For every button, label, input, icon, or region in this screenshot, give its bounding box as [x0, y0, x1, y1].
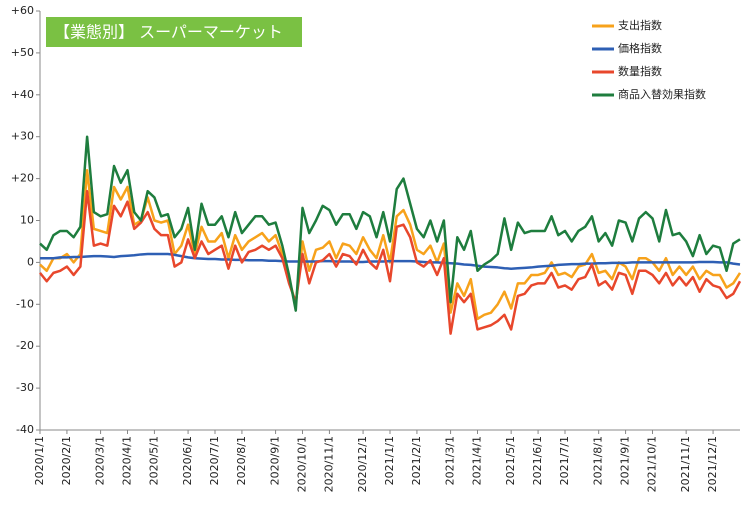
- legend-label: 数量指数: [618, 64, 662, 78]
- title-box: [46, 17, 302, 47]
- x-tick-label: 2021/7/1: [558, 436, 571, 485]
- legend-label: 商品入替効果指数: [618, 87, 706, 101]
- x-tick-label: 2021/1/1: [383, 436, 396, 485]
- x-tick-label: 2021/3/1: [444, 436, 457, 485]
- x-tick-label: 2020/7/1: [208, 436, 221, 485]
- y-tick-label: +50: [11, 46, 34, 59]
- y-tick-label: 10: [20, 214, 34, 227]
- x-tick-label: 2021/5/1: [504, 436, 517, 485]
- x-tick-label: 2020/2/1: [60, 436, 73, 485]
- x-tick-label: 2020/5/1: [147, 436, 160, 485]
- y-tick-label: +40: [11, 88, 34, 101]
- x-tick-label: 2021/10/1: [646, 436, 659, 492]
- x-tick-label: 2021/11/1: [679, 436, 692, 492]
- x-tick-label: 2021/12/1: [706, 436, 719, 492]
- chart-title: 【業態別】 スーパーマーケット: [54, 23, 283, 42]
- y-tick-label: -10: [16, 297, 34, 310]
- x-tick-label: 2021/6/1: [531, 436, 544, 485]
- y-tick-label: +20: [11, 172, 34, 185]
- y-tick-label: -20: [16, 339, 34, 352]
- y-tick-label: -40: [16, 423, 34, 436]
- legend-label: 支出指数: [618, 18, 662, 32]
- series-line: [39, 189, 742, 335]
- x-tick-label: 2020/10/1: [296, 436, 309, 492]
- x-tick-label: 2020/6/1: [181, 436, 194, 485]
- x-tick-label: 2020/12/1: [356, 436, 369, 492]
- x-tick-label: 2021/4/1: [471, 436, 484, 485]
- y-tick-label: -30: [16, 381, 34, 394]
- x-tick-label: 2020/1/1: [33, 436, 46, 485]
- series-line: [39, 168, 742, 321]
- x-tick-label: 2020/9/1: [269, 436, 282, 485]
- x-tick-label: 2021/9/1: [619, 436, 632, 485]
- x-tick-label: 2020/8/1: [235, 436, 248, 485]
- x-tick-label: 2020/4/1: [121, 436, 134, 485]
- y-tick-label: +60: [11, 4, 34, 17]
- x-tick-label: 2020/3/1: [94, 436, 107, 485]
- x-tick-label: 2020/11/1: [322, 436, 335, 492]
- legend-label: 価格指数: [618, 41, 662, 55]
- y-tick-label: +30: [11, 130, 34, 143]
- series-line: [40, 252, 741, 270]
- series-line: [39, 135, 741, 312]
- x-tick-label: 2021/8/1: [592, 436, 605, 485]
- x-tick-label: 2021/2/1: [410, 436, 423, 485]
- y-tick-label: 0: [27, 255, 34, 268]
